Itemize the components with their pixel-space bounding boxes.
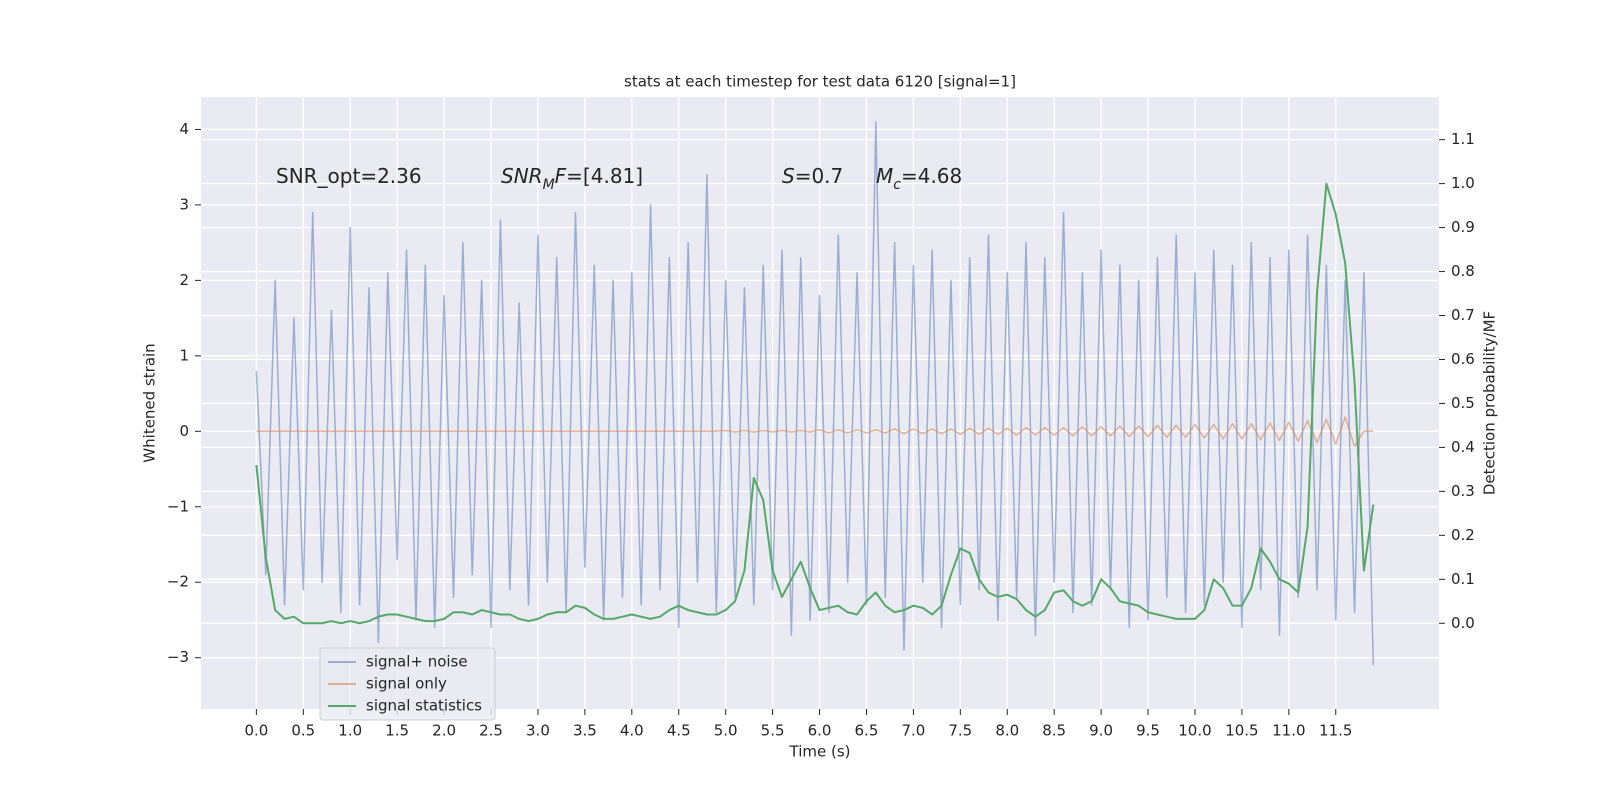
annotation-part: =0.7 — [795, 164, 844, 188]
y2-tick-label: 0.1 — [1451, 570, 1475, 588]
x-tick-label: 0.0 — [244, 722, 268, 740]
x-tick-label: 2.5 — [479, 722, 503, 740]
x-tick-label: 6.0 — [808, 722, 832, 740]
x-tick-label: 9.0 — [1089, 722, 1113, 740]
annotation: S=0.7 — [782, 164, 843, 188]
y2-tick-label: 1.0 — [1451, 174, 1475, 192]
annotation-part: =[4.81] — [566, 164, 643, 188]
y-tick-label: 0 — [179, 422, 189, 440]
y2-tick-label: 0.3 — [1451, 482, 1475, 500]
y2-tick-label: 0.7 — [1451, 306, 1475, 324]
x-tick-label: 0.5 — [291, 722, 315, 740]
x-tick-label: 2.0 — [432, 722, 456, 740]
annotation-part: F — [555, 164, 567, 188]
annotation-part: SNR — [501, 164, 543, 188]
y-tick-label: −3 — [167, 648, 189, 666]
x-tick-label: 5.5 — [761, 722, 785, 740]
annotation: SNR_opt=2.36 — [276, 164, 422, 188]
x-tick-label: 9.5 — [1136, 722, 1160, 740]
y2-tick-label: 0.8 — [1451, 262, 1475, 280]
legend-box — [319, 647, 496, 721]
x-tick-label: 5.0 — [714, 722, 738, 740]
x-tick-label: 4.5 — [667, 722, 691, 740]
legend: signal+ noise signal only signal statistic… — [319, 647, 496, 721]
x-tick-label: 1.5 — [385, 722, 409, 740]
x-tick-label: 8.0 — [995, 722, 1019, 740]
chart-title: stats at each timestep for test data 612… — [624, 73, 1016, 91]
y2-axis-label: Detection probability/MF — [1481, 311, 1499, 495]
y-axis-label: Whitened strain — [141, 343, 159, 462]
x-tick-label: 1.0 — [338, 722, 362, 740]
y-tick-label: 3 — [179, 195, 189, 213]
y2-tick-label: 0.6 — [1451, 350, 1475, 368]
y-tick-label: 1 — [179, 346, 189, 364]
annotation: Mc=4.68 — [876, 164, 962, 194]
annotation: SNRMF=[4.81] — [501, 164, 643, 194]
x-tick-label: 11.0 — [1272, 722, 1305, 740]
annotation-part: =4.68 — [901, 164, 962, 188]
legend-label: signal+ noise — [366, 653, 468, 671]
y-tick-label: −1 — [167, 497, 189, 515]
annotation-part: M — [876, 164, 893, 188]
y2-tick-label: 0.5 — [1451, 394, 1475, 412]
annotation-part: SNR_opt=2.36 — [276, 164, 422, 188]
x-tick-label: 7.0 — [901, 722, 925, 740]
series-line — [256, 416, 1374, 448]
legend-label: signal statistics — [366, 697, 482, 715]
annotation-part: M — [543, 177, 555, 193]
y-tick-label: −2 — [167, 573, 189, 591]
y-tick-label: 4 — [179, 120, 189, 138]
legend-label: signal only — [366, 675, 447, 693]
y2-tick-label: 0.2 — [1451, 526, 1475, 544]
x-tick-label: 4.0 — [620, 722, 644, 740]
y2-tick-label: 0.4 — [1451, 438, 1475, 456]
y-tick-label: 2 — [179, 271, 189, 289]
y2-tick-label: 0.9 — [1451, 218, 1475, 236]
x-tick-label: 6.5 — [855, 722, 879, 740]
annotation-part: S — [782, 164, 795, 188]
y2-tick-label: 0.0 — [1451, 614, 1475, 632]
annotation-part: c — [893, 177, 901, 193]
x-tick-label: 10.5 — [1225, 722, 1258, 740]
series-line — [255, 121, 1375, 666]
y2-tick-label: 1.1 — [1451, 130, 1475, 148]
x-tick-label: 10.0 — [1178, 722, 1211, 740]
x-tick-label: 3.5 — [573, 722, 597, 740]
x-tick-label: 7.5 — [948, 722, 972, 740]
x-tick-label: 8.5 — [1042, 722, 1066, 740]
x-tick-label: 11.5 — [1319, 722, 1352, 740]
x-axis-label: Time (s) — [789, 743, 851, 761]
series-line — [255, 182, 1375, 625]
x-tick-label: 3.0 — [526, 722, 550, 740]
